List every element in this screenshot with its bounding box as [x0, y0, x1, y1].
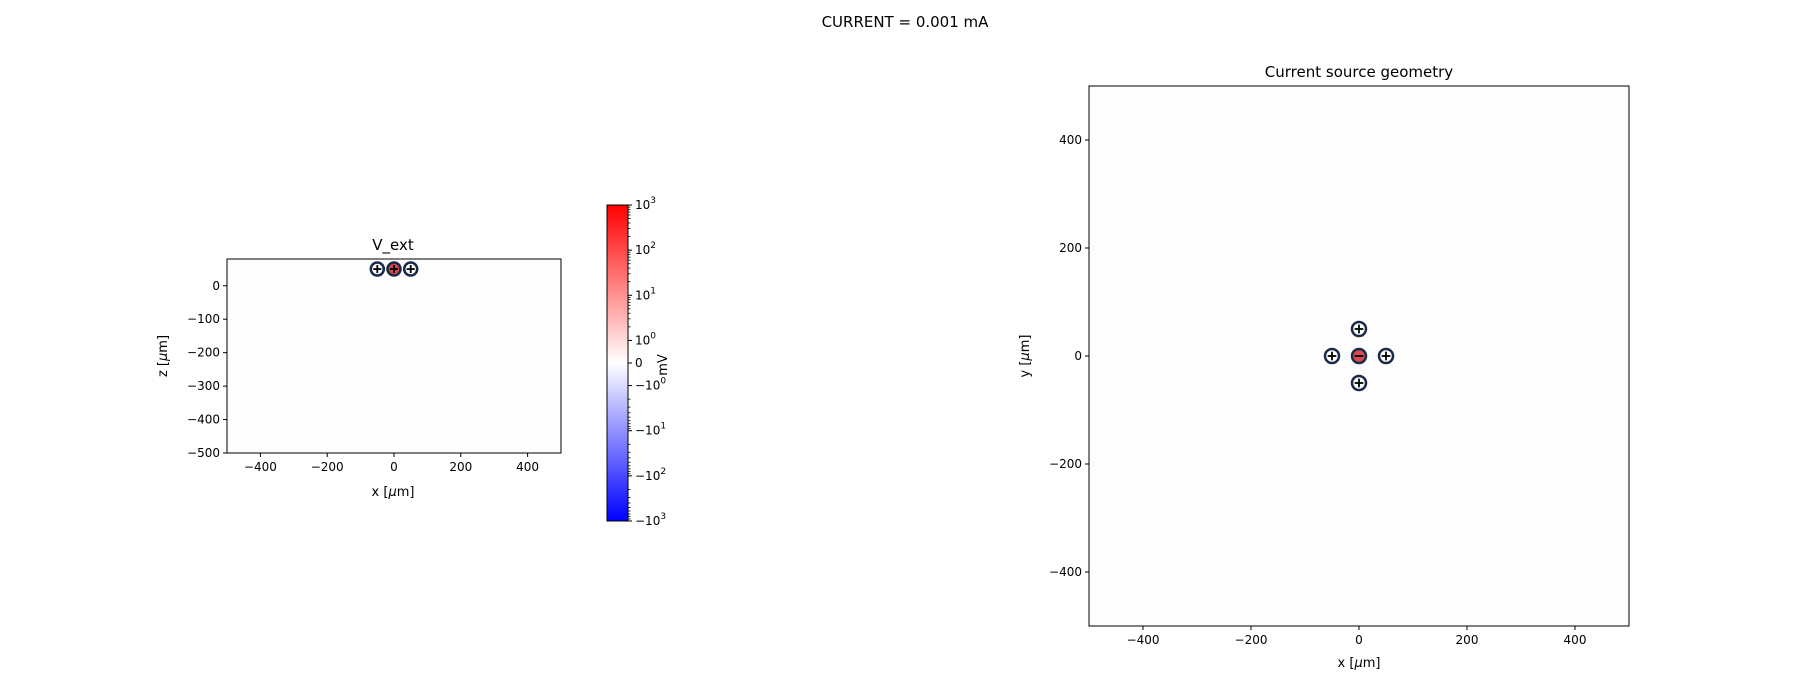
geometry-ytick-label: 200: [1059, 241, 1082, 255]
colorbar-tick-exponent: 2: [660, 467, 666, 477]
colorbar-tick-label: 0: [635, 356, 643, 370]
figure-suptitle: CURRENT = 0.001 mA: [822, 13, 990, 31]
geometry-title: Current source geometry: [1265, 63, 1454, 81]
vext-ytick-label: −100: [187, 312, 220, 326]
colorbar-tick-exponent: 0: [650, 331, 656, 341]
geometry-ytick-label: −400: [1049, 565, 1082, 579]
colorbar-tick-label: 102: [635, 241, 656, 257]
geometry-xtick-label: −400: [1127, 633, 1160, 647]
geometry-xtick-label: 0: [1355, 633, 1363, 647]
colorbar-tick-label: 101: [635, 286, 656, 302]
colorbar-label: mV: [656, 354, 671, 376]
vext-ytick-label: −500: [187, 446, 220, 460]
vext-ytick-label: −300: [187, 379, 220, 393]
vext-ylabel: z [μm]: [156, 335, 171, 377]
vext-ytick-label: −400: [187, 413, 220, 427]
vext-plot-area: [226, 258, 562, 454]
geometry-xtick-label: 200: [1456, 633, 1479, 647]
colorbar-tick-label: 103: [635, 196, 656, 212]
vext-x-axis: −400 −200 0 200 400: [244, 453, 539, 474]
geometry-panel: Current source geometry −400 −200 0 200 400 …: [1018, 63, 1630, 671]
geometry-x-axis: −400 −200 0 200 400: [1127, 626, 1587, 647]
geometry-sources: [1323, 320, 1395, 392]
vext-sources: [369, 261, 419, 277]
colorbar-gradient: [606, 204, 629, 522]
geometry-y-axis: 400 200 0 −200 −400: [1049, 133, 1089, 579]
vext-xtick-label: 400: [516, 460, 539, 474]
colorbar-tick-label: −103: [635, 512, 666, 528]
geometry-xtick-label: −200: [1235, 633, 1268, 647]
colorbar-tick-label: −101: [635, 422, 666, 438]
vext-ytick-label: −200: [187, 346, 220, 360]
colorbar-tick-exponent: 1: [660, 422, 666, 432]
geometry-ylabel: y [μm]: [1018, 335, 1033, 378]
vext-panel: V_ext −400 −200 0 200 400 0−100−200−300−400−…: [156, 236, 562, 500]
colorbar-tick-exponent: 1: [650, 286, 656, 296]
vext-xtick-label: 0: [390, 460, 398, 474]
geometry-ytick-label: −200: [1049, 457, 1082, 471]
vext-y-axis: 0 −100 −200 −300 −400 −500: [187, 279, 227, 460]
geometry-ytick-label: 0: [1074, 349, 1082, 363]
colorbar-tick-label: −100: [635, 377, 666, 393]
colorbar-tick-exponent: 2: [650, 241, 656, 251]
geometry-xlabel: x [μm]: [1338, 656, 1381, 671]
vext-xtick-label: 200: [449, 460, 472, 474]
geometry-xtick-label: 400: [1564, 633, 1587, 647]
colorbar-tick-exponent: 3: [660, 512, 666, 522]
colorbar-tick-exponent: 3: [650, 196, 656, 206]
geometry-ytick-label: 400: [1059, 133, 1082, 147]
vext-xtick-label: −400: [244, 460, 277, 474]
vext-xlabel: x [μm]: [372, 485, 415, 500]
colorbar-minor-ticks: [628, 206, 631, 520]
colorbar-tick-exponent: 0: [660, 377, 666, 387]
colorbar-tick-label: 100: [635, 331, 656, 347]
vext-xtick-label: −200: [311, 460, 344, 474]
vext-ytick-label: 0: [212, 279, 220, 293]
vext-title: V_ext: [372, 236, 414, 255]
colorbar-tick-label: −102: [635, 467, 666, 483]
